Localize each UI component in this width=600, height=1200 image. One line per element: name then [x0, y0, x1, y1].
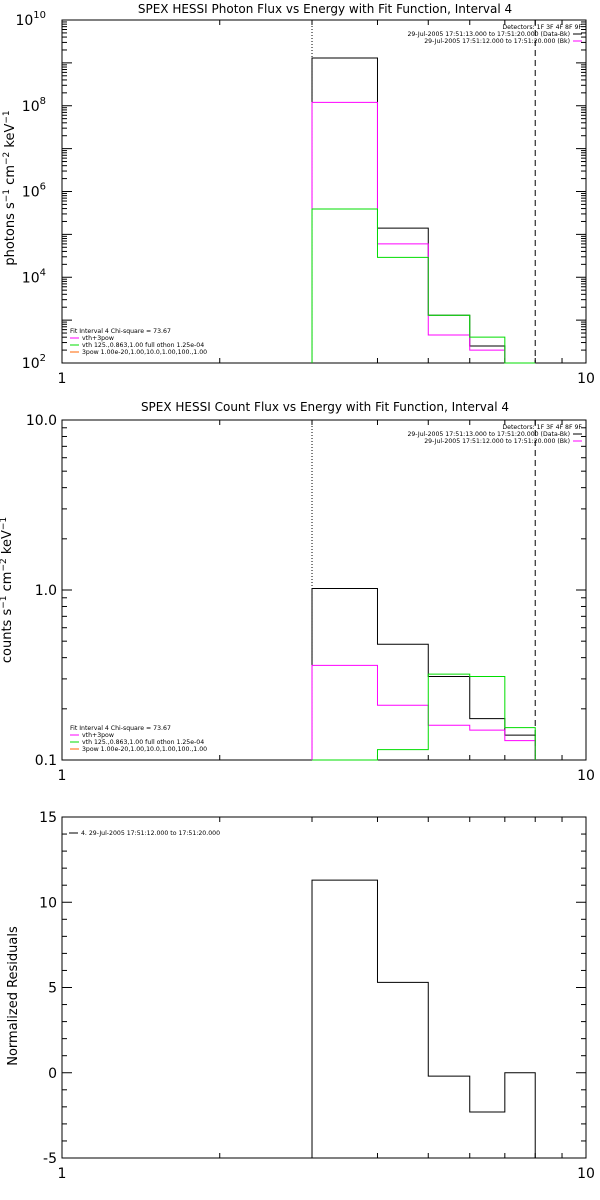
- plot-frame: [61, 19, 587, 364]
- y-axis-title: Normalized Residuals: [6, 926, 21, 1066]
- x-tick-label: 10: [577, 768, 595, 784]
- legend-entry-label: 4. 29-Jul-2005 17:51:12.000 to 17:51:20.…: [81, 830, 220, 837]
- y-tick-label: 108: [22, 96, 46, 115]
- series-line: [311, 588, 536, 760]
- plot-marks: [311, 879, 536, 1158]
- y-tick-label: 1010: [15, 10, 46, 29]
- plot-frame: [61, 816, 587, 1159]
- legend-entry-label: 29-Jul-2005 17:51:13.000 to 17:51:20.000…: [407, 31, 570, 38]
- chart-title: SPEX HESSI Count Flux vs Energy with Fit…: [141, 400, 509, 414]
- legend-entry-label: 29-Jul-2005 17:51:13.000 to 17:51:20.000…: [407, 431, 570, 438]
- y-tick-label: 104: [22, 267, 46, 286]
- x-tick-label: 1: [58, 371, 67, 387]
- y-tick-label: 10.0: [26, 413, 57, 429]
- series-line: [311, 208, 536, 364]
- plot-axes: 1 10 102 104 106 108 1010: [15, 10, 594, 387]
- y-tick-label: 102: [22, 353, 46, 372]
- x-tick-label: 10: [577, 1166, 595, 1182]
- legend-entry-label: 29-Jul-2005 17:51:12.000 to 17:51:20.000…: [424, 38, 570, 45]
- legend-entry-label: 3pow 1.00e-20,1.00,10.0,1.00,100.,1.00: [82, 746, 207, 753]
- legend-bottom: Fit Interval 4 Chi-square = 73.67vth+3po…: [70, 328, 207, 356]
- x-tick-label: 10: [577, 371, 595, 387]
- series-line: [311, 57, 536, 364]
- plot-axes: 1 10 0.1 1.0 10.0: [26, 413, 595, 784]
- series-line: [311, 664, 536, 760]
- y-axis-title: counts s−1 cm−2 keV−1: [0, 517, 15, 663]
- plot-marks: [311, 20, 536, 364]
- legend-entry-label: vth 125.,0.863,1.00 full othon 1.25e-04: [82, 342, 204, 349]
- legend-entry-label: vth+3pow: [82, 335, 114, 342]
- plot-marks: [311, 420, 536, 761]
- legend-fit-header: Fit Interval 4 Chi-square = 73.67: [70, 725, 171, 732]
- photon-flux-panel: SPEX HESSI Photon Flux vs Energy with Fi…: [2, 2, 595, 387]
- legend-entry-label: vth+3pow: [82, 732, 114, 739]
- legend-detectors: Detectors: 1F 3F 4F 8F 9F: [502, 24, 582, 31]
- x-tick-label: 1: [58, 1166, 67, 1182]
- y-tick-label: 0.1: [35, 753, 57, 769]
- y-tick-label: 0: [48, 1066, 57, 1082]
- series-line: [311, 879, 536, 1158]
- plot-frame: [61, 419, 587, 761]
- legend-entry-label: 3pow 1.00e-20,1.00,10.0,1.00,100.,1.00: [82, 349, 207, 356]
- legend-fit-header: Fit Interval 4 Chi-square = 73.67: [70, 328, 171, 335]
- plot-axes: 1 10 -5 0 5 10 15: [39, 810, 595, 1182]
- legend-top: 4. 29-Jul-2005 17:51:12.000 to 17:51:20.…: [69, 830, 220, 837]
- chart-title: SPEX HESSI Photon Flux vs Energy with Fi…: [138, 2, 512, 16]
- y-tick-label: 15: [39, 810, 57, 826]
- count-flux-panel: SPEX HESSI Count Flux vs Energy with Fit…: [0, 400, 595, 784]
- legend-entry-label: 29-Jul-2005 17:51:12.000 to 17:51:20.000…: [424, 438, 570, 445]
- y-tick-label: 10: [39, 895, 57, 911]
- legend-bottom: Fit Interval 4 Chi-square = 73.67vth+3po…: [70, 725, 207, 753]
- x-tick-label: 1: [58, 768, 67, 784]
- y-tick-label: 106: [22, 182, 46, 201]
- y-axis-title: photons s−1 cm−2 keV−1: [2, 110, 18, 265]
- y-tick-label: 1.0: [35, 583, 57, 599]
- y-tick-label: -5: [43, 1151, 57, 1167]
- series-line: [311, 101, 536, 364]
- legend-detectors: Detectors: 1F 3F 4F 8F 9F: [502, 424, 582, 431]
- series-line: [312, 673, 536, 761]
- y-tick-label: 5: [48, 981, 57, 997]
- legend-entry-label: vth 125.,0.863,1.00 full othon 1.25e-04: [82, 739, 204, 746]
- residuals-panel: Normalized Residuals 1 10 -5 0 5 10 15 4. 29-J…: [6, 810, 595, 1182]
